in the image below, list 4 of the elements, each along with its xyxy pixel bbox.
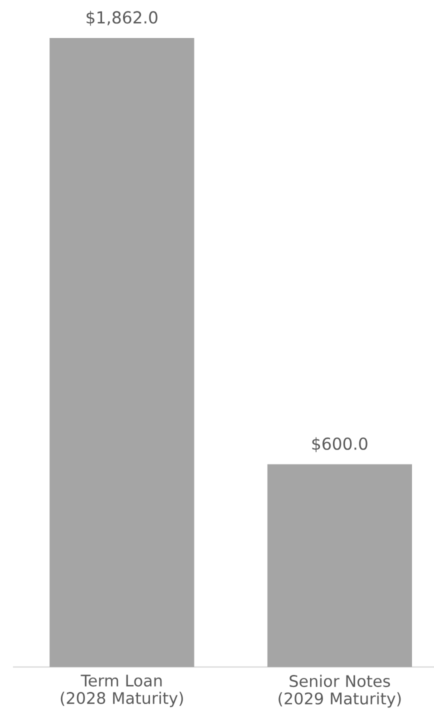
data-label: $1,862.0	[86, 10, 158, 26]
x-tick-label: Term Loan (2028 Maturity)	[60, 674, 183, 708]
data-label: $600.0	[312, 437, 368, 452]
x-tick-label: Senior Notes (2029 Maturity)	[278, 674, 401, 708]
